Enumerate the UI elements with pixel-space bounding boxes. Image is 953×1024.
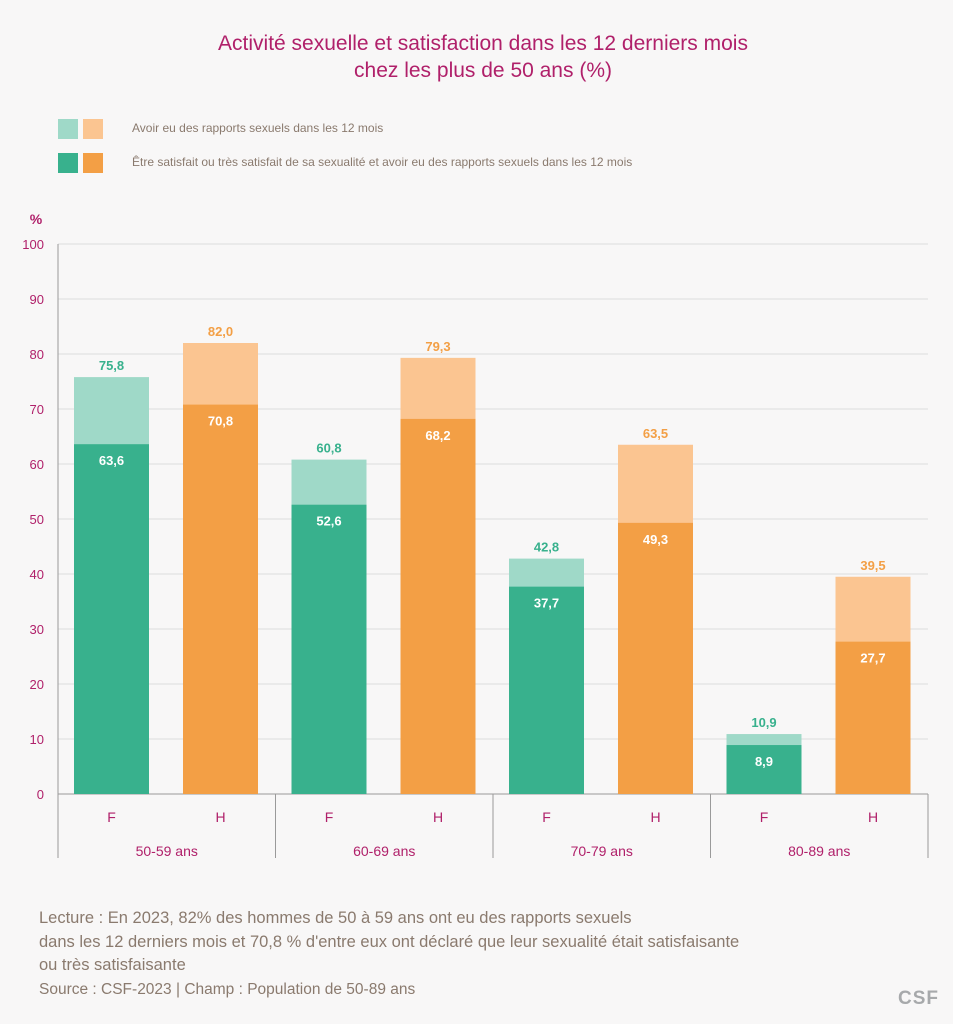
x-tick-label-h: H bbox=[650, 809, 660, 825]
chart-title-line2: chez les plus de 50 ans (%) bbox=[354, 59, 612, 82]
y-tick-label: 10 bbox=[30, 732, 44, 747]
legend-swatch-h-light bbox=[83, 119, 103, 139]
x-tick-label-f: F bbox=[760, 809, 769, 825]
legend-label-satisfied: Être satisfait ou très satisfait de sa s… bbox=[132, 155, 633, 169]
bar-satisfied-f bbox=[74, 444, 149, 794]
data-label-total-h: 82,0 bbox=[208, 324, 233, 339]
y-tick-label: 40 bbox=[30, 567, 44, 582]
y-tick-label: 20 bbox=[30, 677, 44, 692]
x-group-label: 60-69 ans bbox=[353, 843, 415, 859]
x-tick-label-f: F bbox=[325, 809, 334, 825]
data-label-total-h: 39,5 bbox=[860, 558, 885, 573]
data-label-satisfied-f: 37,7 bbox=[534, 596, 559, 611]
bar-satisfied-h bbox=[183, 404, 258, 794]
csf-logo: CSF bbox=[898, 988, 939, 1009]
data-label-total-f: 42,8 bbox=[534, 540, 559, 555]
y-tick-label: 80 bbox=[30, 347, 44, 362]
chart-title: Activité sexuelle et satisfaction dans l… bbox=[0, 30, 953, 84]
lecture-line-3: ou très satisfaisante bbox=[39, 956, 186, 974]
x-tick-label-h: H bbox=[868, 809, 878, 825]
bar-satisfied-h bbox=[835, 641, 911, 794]
legend-label-had-sex: Avoir eu des rapports sexuels dans les 1… bbox=[132, 121, 384, 135]
data-label-satisfied-f: 52,6 bbox=[316, 514, 341, 529]
x-tick-label-h: H bbox=[215, 809, 225, 825]
data-label-satisfied-f: 8,9 bbox=[755, 754, 773, 769]
x-tick-label-f: F bbox=[107, 809, 116, 825]
legend-swatch-f-dark bbox=[58, 153, 78, 173]
data-label-total-h: 63,5 bbox=[643, 426, 668, 441]
x-tick-label-f: F bbox=[542, 809, 551, 825]
legend-swatch-f-light bbox=[58, 119, 78, 139]
x-group-label: 50-59 ans bbox=[136, 843, 198, 859]
x-group-label: 70-79 ans bbox=[571, 843, 633, 859]
y-tick-label: 90 bbox=[30, 292, 44, 307]
y-tick-label: 50 bbox=[30, 512, 44, 527]
y-unit-label: % bbox=[30, 211, 43, 227]
lecture-line-1: Lecture : En 2023, 82% des hommes de 50 … bbox=[39, 909, 632, 927]
y-tick-label: 60 bbox=[30, 457, 44, 472]
y-tick-label: 30 bbox=[30, 622, 44, 637]
bar-satisfied-f bbox=[291, 504, 367, 794]
y-tick-label: 70 bbox=[30, 402, 44, 417]
bar-satisfied-h bbox=[400, 418, 476, 794]
y-tick-label: 0 bbox=[37, 787, 44, 802]
data-label-total-f: 60,8 bbox=[316, 441, 341, 456]
data-label-satisfied-f: 63,6 bbox=[99, 453, 124, 468]
data-label-satisfied-h: 68,2 bbox=[425, 428, 450, 443]
data-label-total-f: 75,8 bbox=[99, 358, 124, 373]
source-line: Source : CSF-2023 | Champ : Population d… bbox=[39, 980, 416, 998]
data-label-satisfied-h: 49,3 bbox=[643, 532, 668, 547]
x-tick-label-h: H bbox=[433, 809, 443, 825]
bar-satisfied-f bbox=[509, 586, 584, 794]
data-label-total-h: 79,3 bbox=[425, 339, 450, 354]
legend-swatch-h-dark bbox=[83, 153, 103, 173]
data-label-total-f: 10,9 bbox=[751, 715, 776, 730]
bar-satisfied-h bbox=[618, 522, 693, 794]
footer-note: Lecture : En 2023, 82% des hommes de 50 … bbox=[39, 907, 899, 1001]
x-group-label: 80-89 ans bbox=[788, 843, 850, 859]
lecture-line-2: dans les 12 derniers mois et 70,8 % d'en… bbox=[39, 932, 740, 951]
bar-chart: % 0 10 20 30 40 50 60 70 80 90 100 75,8 63,6 F 82,0 70,8… bbox=[22, 211, 929, 859]
data-label-satisfied-h: 70,8 bbox=[208, 414, 233, 429]
data-label-satisfied-h: 27,7 bbox=[860, 651, 885, 666]
y-tick-label: 100 bbox=[22, 237, 44, 252]
bar-satisfied-f bbox=[726, 745, 802, 794]
chart-title-line1: Activité sexuelle et satisfaction dans l… bbox=[218, 32, 748, 55]
